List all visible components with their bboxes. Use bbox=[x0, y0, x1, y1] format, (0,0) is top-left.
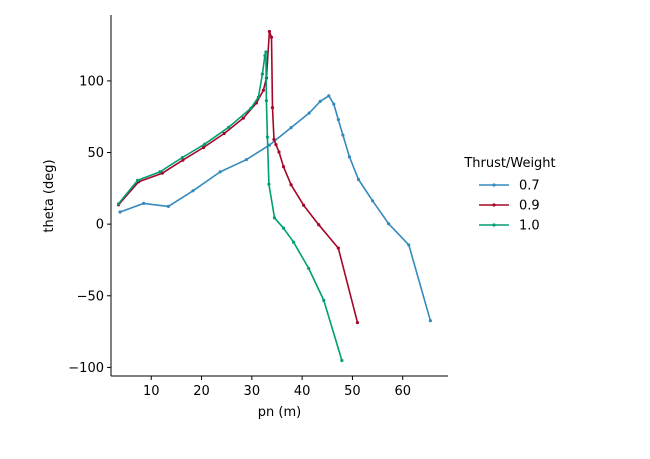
y-axis-label: theta (deg) bbox=[42, 159, 57, 232]
data-point bbox=[355, 320, 360, 325]
data-point bbox=[158, 170, 162, 174]
legend-label: 0.9 bbox=[519, 199, 540, 214]
y-tick-label: −50 bbox=[77, 289, 104, 304]
data-point bbox=[269, 35, 274, 39]
y-tick-label: 100 bbox=[79, 74, 104, 89]
data-point bbox=[370, 199, 375, 203]
data-point bbox=[289, 125, 293, 130]
data-point bbox=[180, 155, 185, 160]
data-point bbox=[327, 94, 331, 98]
series-line bbox=[119, 95, 432, 321]
data-point bbox=[116, 202, 121, 206]
data-point bbox=[289, 183, 293, 187]
series-0.7 bbox=[118, 94, 432, 323]
x-tick-label: 30 bbox=[244, 384, 261, 399]
x-tick-label: 20 bbox=[193, 384, 210, 399]
legend-marker bbox=[492, 183, 496, 187]
series-0.9 bbox=[116, 29, 360, 325]
data-point bbox=[264, 50, 268, 54]
x-tick-label: 60 bbox=[394, 384, 411, 399]
data-point bbox=[260, 72, 264, 76]
data-point bbox=[291, 240, 296, 244]
data-point bbox=[136, 178, 140, 182]
data-point bbox=[322, 298, 326, 302]
data-point bbox=[277, 150, 281, 154]
y-tick-label: −100 bbox=[68, 361, 104, 376]
data-point bbox=[336, 117, 340, 122]
series-1.0 bbox=[116, 50, 344, 363]
data-point bbox=[356, 177, 361, 182]
data-point bbox=[347, 155, 352, 159]
data-point bbox=[142, 201, 146, 205]
legend-title: Thrust/Weight bbox=[463, 156, 555, 171]
data-point bbox=[218, 170, 222, 174]
axes: 10 20 30 40 50 60 −100 −50 0 50 100 bbox=[68, 15, 448, 399]
data-point bbox=[267, 182, 271, 186]
data-point bbox=[160, 171, 164, 175]
data-point bbox=[302, 203, 306, 207]
data-point bbox=[267, 143, 272, 147]
data-point bbox=[318, 99, 322, 103]
data-point bbox=[191, 189, 195, 193]
data-point bbox=[336, 246, 340, 250]
data-point bbox=[272, 137, 276, 142]
x-axis-label: pn (m) bbox=[258, 405, 301, 420]
data-point bbox=[281, 165, 286, 169]
x-tick-label: 40 bbox=[294, 384, 311, 399]
y-tick-label: 0 bbox=[96, 218, 104, 233]
x-tick-label: 50 bbox=[344, 384, 361, 399]
x-tick-label: 10 bbox=[143, 384, 160, 399]
series-layer bbox=[116, 29, 432, 363]
data-point bbox=[407, 243, 411, 247]
data-point bbox=[222, 131, 226, 136]
data-point bbox=[202, 142, 207, 146]
data-point bbox=[201, 145, 206, 150]
series-line bbox=[117, 30, 359, 323]
data-point bbox=[270, 106, 275, 110]
data-point bbox=[181, 158, 185, 162]
data-point bbox=[428, 319, 432, 323]
data-point bbox=[118, 210, 122, 214]
data-point bbox=[241, 116, 245, 120]
legend-label: 1.0 bbox=[519, 219, 540, 234]
data-point bbox=[307, 111, 311, 115]
data-point bbox=[274, 143, 278, 147]
data-point bbox=[227, 125, 231, 129]
data-point bbox=[265, 135, 270, 139]
legend-marker bbox=[492, 223, 496, 227]
data-point bbox=[166, 204, 170, 208]
data-point bbox=[263, 53, 267, 58]
data-point bbox=[244, 158, 248, 162]
data-point bbox=[332, 102, 336, 106]
data-point bbox=[256, 95, 260, 99]
data-point bbox=[387, 222, 391, 226]
legend: Thrust/Weight 0.7 0.9 1.0 bbox=[463, 156, 555, 234]
data-point bbox=[264, 99, 269, 103]
data-point bbox=[340, 358, 344, 363]
data-point bbox=[249, 106, 253, 111]
legend-label: 0.7 bbox=[519, 179, 540, 194]
data-point bbox=[281, 226, 286, 230]
y-tick-label: 50 bbox=[87, 146, 104, 161]
data-point bbox=[307, 266, 311, 271]
data-point bbox=[261, 88, 266, 92]
data-point bbox=[317, 223, 321, 227]
data-point bbox=[267, 29, 272, 34]
data-point bbox=[272, 216, 277, 220]
series-line bbox=[117, 51, 343, 361]
data-point bbox=[341, 133, 345, 137]
legend-marker bbox=[492, 203, 496, 207]
